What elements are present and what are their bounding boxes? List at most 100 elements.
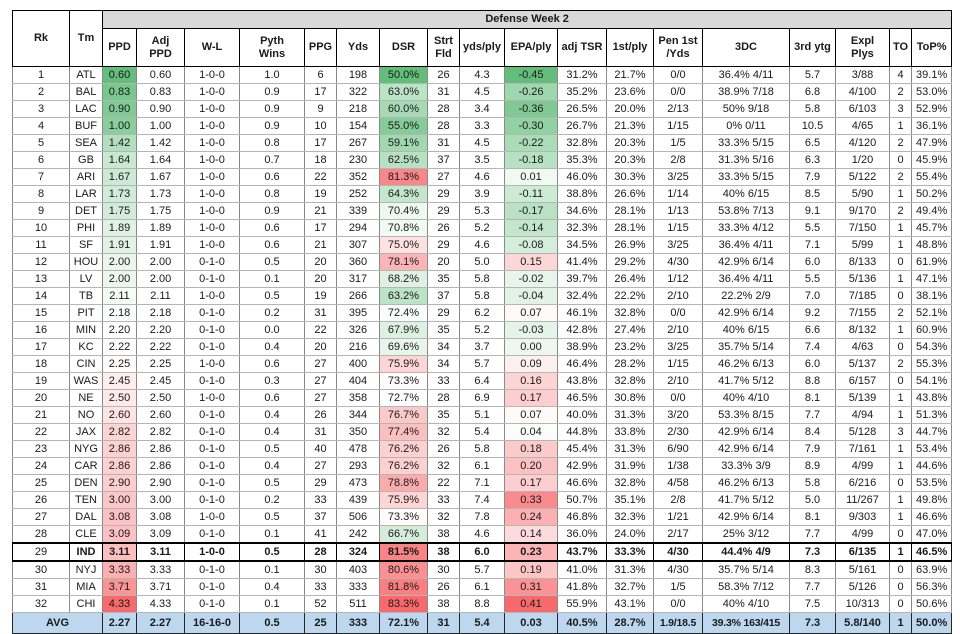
cell-yds-ply: 3.5 [459,151,505,169]
cell-pyth-wins: 0.2 [239,491,305,509]
cell-ppg: 27 [304,457,337,475]
cell-3dc: 46.2% 6/13 [702,474,790,492]
cell-strt-fld: 27 [427,168,460,186]
cell-pen-1st-yds: 3/20 [653,406,703,424]
cell-ppd: 2.18 [102,304,137,322]
cell-yds: 473 [336,474,380,492]
cell-ppd: 2.20 [102,321,137,339]
cell-3dc: 40% 4/10 [702,389,790,407]
table-row: 20 NE 2.50 2.50 1-0-0 0.6 27 358 72.7% 28 6.9 0.17 4… [12,389,953,407]
cell-top-pct: 45.7% [910,219,953,237]
cell-avg-to: 1 [889,612,912,634]
cell-strt-fld: 34 [427,355,460,373]
cell-pyth-wins: 0.5 [239,287,305,305]
cell-adj-ppd: 1.00 [136,117,185,135]
cell-pyth-wins: 0.6 [239,219,305,237]
cell-adj-tsr: 45.4% [557,440,607,458]
cell-tm: SF [69,236,103,254]
table-row: 19 WAS 2.45 2.45 0-1-0 0.3 27 404 73.3% 33 6.4 0.16… [12,372,953,390]
cell-epa-ply: 0.31 [504,578,558,596]
col-header-adj-ppd: Adj PPD [136,28,185,67]
cell-adj-ppd: 2.00 [136,270,185,288]
cell-adj-ppd: 3.33 [136,560,185,579]
cell-yds-ply: 6.1 [459,457,505,475]
cell-1st-ply: 32.3% [606,508,654,526]
cell-expl-plys: 5/122 [835,168,890,186]
cell-3dc: 36.4% 4/11 [702,236,790,254]
cell-adj-tsr: 44.8% [557,423,607,441]
cell-strt-fld: 37 [427,287,460,305]
cell-yds-ply: 6.1 [459,578,505,596]
cell-3rd-ytg: 8.5 [789,185,836,203]
cell-w-l: 0-1-0 [184,321,240,339]
cell-dsr: 77.4% [379,423,428,441]
cell-rk: 24 [12,457,70,475]
cell-adj-ppd: 2.90 [136,474,185,492]
cell-adj-tsr: 39.7% [557,270,607,288]
cell-3rd-ytg: 6.5 [789,134,836,152]
cell-tm: LAC [69,100,103,118]
cell-pen-1st-yds: 1/21 [653,508,703,526]
cell-to: 2 [889,355,912,373]
cell-yds: 339 [336,202,380,220]
cell-yds: 293 [336,457,380,475]
table-row: 16 MIN 2.20 2.20 0-1-0 0.0 22 326 67.9% 35 5.2 -0.0… [12,321,953,339]
cell-yds-ply: 3.4 [459,100,505,118]
cell-dsr: 81.8% [379,578,428,596]
cell-1st-ply: 32.8% [606,304,654,322]
cell-adj-tsr: 46.8% [557,508,607,526]
cell-rk: 4 [12,117,70,135]
cell-pen-1st-yds: 0/0 [653,304,703,322]
cell-ppd: 1.89 [102,219,137,237]
cell-top-pct: 54.3% [910,338,953,356]
cell-1st-ply: 32.7% [606,578,654,596]
cell-tm: DAL [69,508,103,526]
cell-rk: 14 [12,287,70,305]
cell-adj-ppd: 3.08 [136,508,185,526]
cell-adj-tsr: 50.7% [557,491,607,509]
cell-pen-1st-yds: 1/13 [653,202,703,220]
cell-pyth-wins: 0.1 [239,270,305,288]
cell-rk: 5 [12,134,70,152]
cell-3rd-ytg: 5.5 [789,219,836,237]
cell-adj-tsr: 26.7% [557,117,607,135]
cell-top-pct: 60.9% [910,321,953,339]
cell-adj-tsr: 41.8% [557,578,607,596]
cell-to: 2 [889,202,912,220]
cell-adj-tsr: 41.4% [557,253,607,271]
cell-top-pct: 48.8% [910,236,953,254]
cell-top-pct: 47.0% [910,525,953,544]
cell-strt-fld: 35 [427,406,460,424]
cell-top-pct: 47.1% [910,270,953,288]
cell-rk: 32 [12,595,70,613]
cell-yds-ply: 3.7 [459,338,505,356]
cell-rk: 15 [12,304,70,322]
cell-3dc: 25% 3/12 [702,525,790,544]
cell-top-pct: 46.6% [910,508,953,526]
cell-yds-ply: 3.9 [459,185,505,203]
cell-1st-ply: 20.0% [606,100,654,118]
col-header-yds: Yds [336,28,380,67]
cell-1st-ply: 21.3% [606,117,654,135]
cell-top-pct: 39.1% [910,66,953,84]
col-header-adj-tsr: adj TSR [557,28,607,67]
cell-to: 0 [889,474,912,492]
cell-adj-ppd: 3.71 [136,578,185,596]
cell-pen-1st-yds: 1/12 [653,270,703,288]
cell-rk: 23 [12,440,70,458]
table-row: 18 CIN 2.25 2.25 1-0-0 0.6 27 400 75.9% 34 5.7 0.09… [12,355,953,373]
cell-pen-1st-yds: 1/15 [653,219,703,237]
col-header-w-l: W-L [184,28,240,67]
table-row: 8 LAR 1.73 1.73 1-0-0 0.8 19 252 64.3% 29 3.9 -0.11… [12,185,953,203]
cell-adj-tsr: 40.0% [557,406,607,424]
cell-epa-ply: 0.17 [504,474,558,492]
cell-3dc: 36.4% 4/11 [702,270,790,288]
cell-3rd-ytg: 7.5 [789,595,836,613]
cell-ppd: 4.33 [102,595,137,613]
cell-pyth-wins: 0.1 [239,595,305,613]
cell-pyth-wins: 0.8 [239,185,305,203]
cell-yds-ply: 7.1 [459,474,505,492]
cell-dsr: 60.0% [379,100,428,118]
cell-3rd-ytg: 7.4 [789,338,836,356]
cell-ppd: 2.86 [102,457,137,475]
